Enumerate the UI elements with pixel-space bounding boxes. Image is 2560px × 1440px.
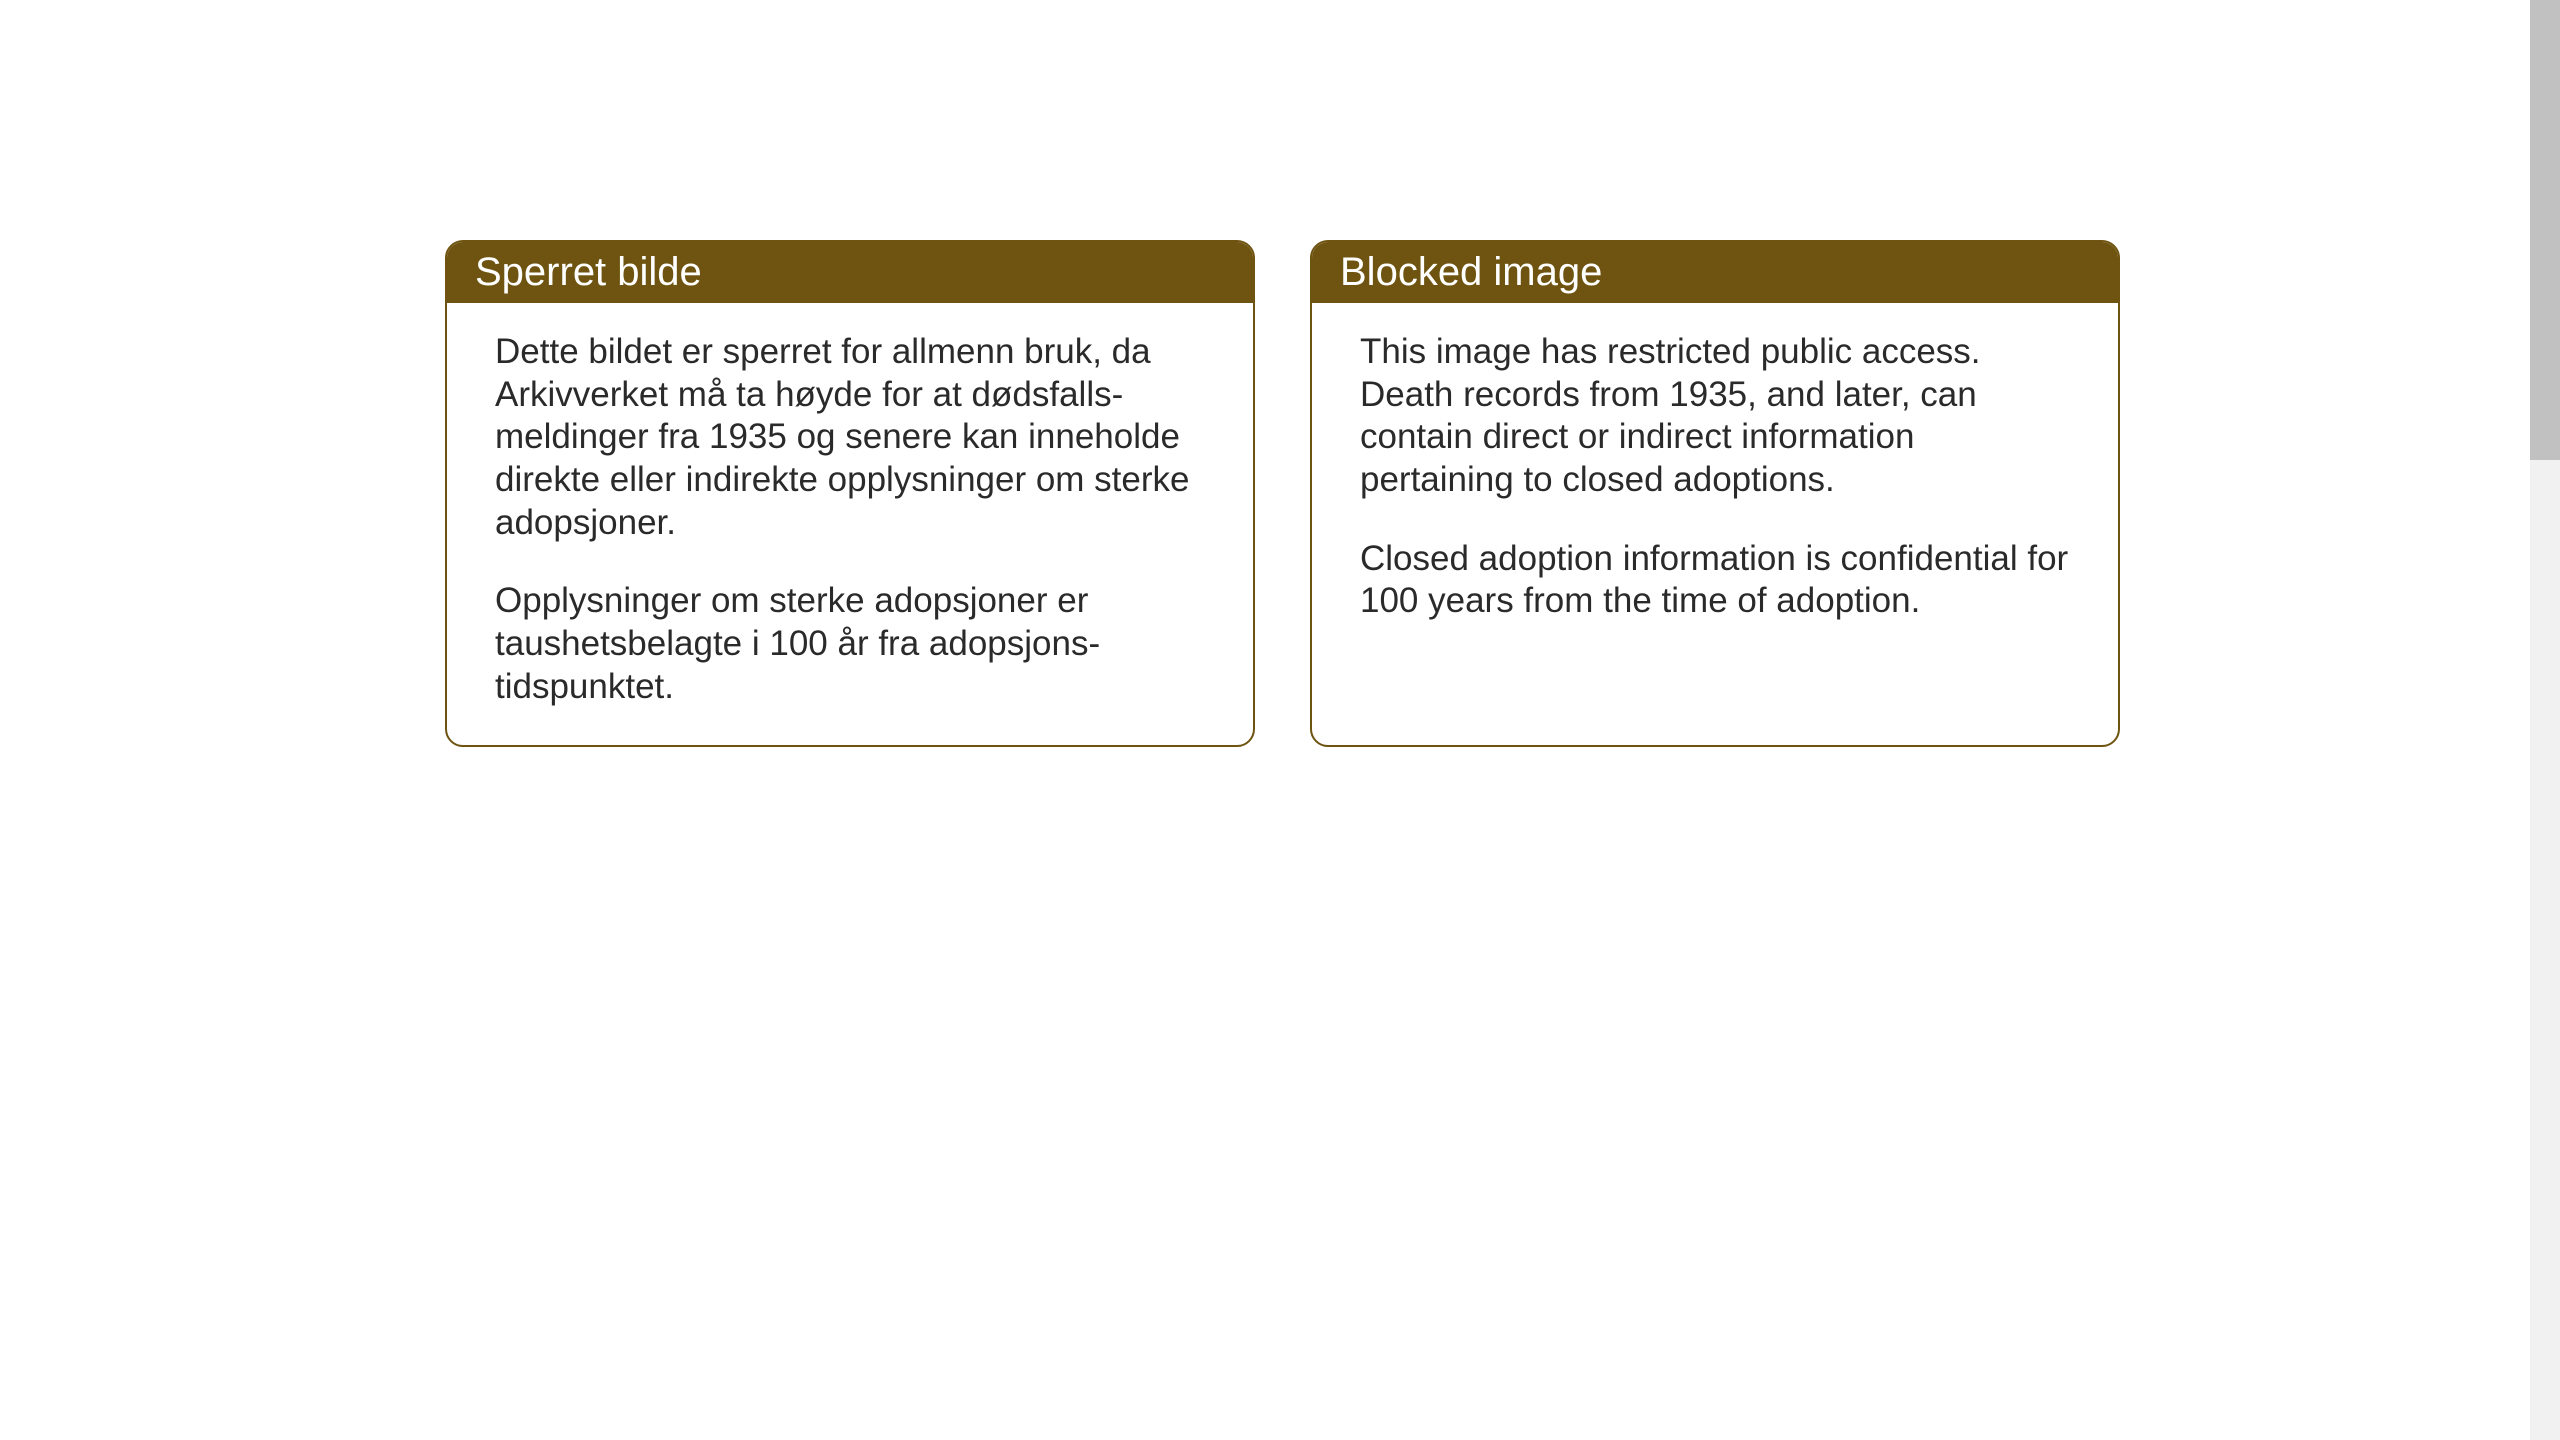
card-paragraph-norwegian-2: Opplysninger om sterke adopsjoner er tau… <box>495 580 1205 708</box>
card-norwegian: Sperret bilde Dette bildet er sperret fo… <box>445 240 1255 747</box>
card-paragraph-english-1: This image has restricted public access.… <box>1360 331 2070 502</box>
card-header-norwegian: Sperret bilde <box>447 242 1253 303</box>
card-body-english: This image has restricted public access.… <box>1312 303 2118 659</box>
card-title-norwegian: Sperret bilde <box>475 250 702 294</box>
card-paragraph-norwegian-1: Dette bildet er sperret for allmenn bruk… <box>495 331 1205 544</box>
card-english: Blocked image This image has restricted … <box>1310 240 2120 747</box>
card-header-english: Blocked image <box>1312 242 2118 303</box>
cards-container: Sperret bilde Dette bildet er sperret fo… <box>445 240 2120 747</box>
scrollbar-track[interactable] <box>2530 0 2560 1440</box>
card-paragraph-english-2: Closed adoption information is confident… <box>1360 538 2070 623</box>
card-title-english: Blocked image <box>1340 250 1602 294</box>
card-body-norwegian: Dette bildet er sperret for allmenn bruk… <box>447 303 1253 745</box>
scrollbar-thumb[interactable] <box>2530 0 2560 460</box>
